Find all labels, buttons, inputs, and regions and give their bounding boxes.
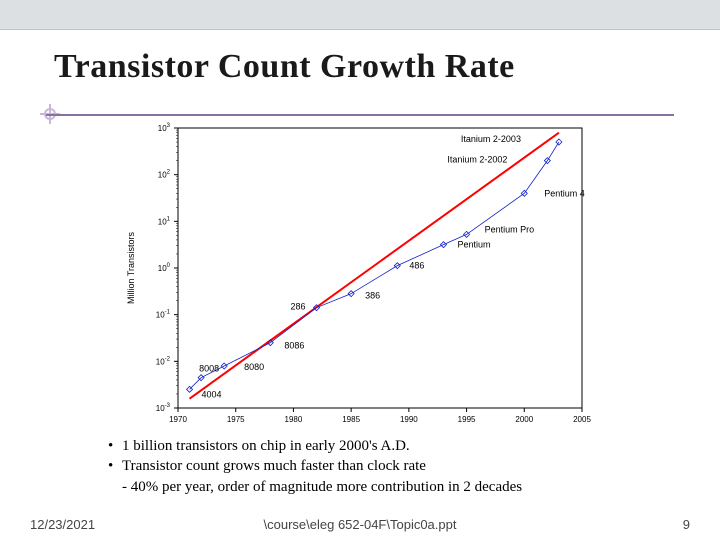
svg-text:8080: 8080: [244, 362, 264, 372]
svg-text:Million Transistors: Million Transistors: [126, 231, 136, 304]
svg-text:486: 486: [409, 261, 424, 271]
footer-path: \course\eleg 652-04F\Topic0a.ppt: [0, 517, 720, 532]
svg-text:102: 102: [158, 170, 171, 180]
svg-text:8086: 8086: [284, 341, 304, 351]
svg-text:2005: 2005: [573, 415, 591, 424]
svg-text:Pentium Pro: Pentium Pro: [485, 224, 535, 234]
svg-text:1990: 1990: [400, 415, 418, 424]
title-underline: [46, 114, 674, 116]
svg-text:10-2: 10-2: [156, 356, 171, 366]
svg-text:Pentium 4: Pentium 4: [544, 188, 585, 198]
svg-text:8008: 8008: [199, 364, 219, 374]
svg-text:1975: 1975: [227, 415, 245, 424]
svg-text:103: 103: [158, 123, 171, 133]
svg-text:1995: 1995: [458, 415, 476, 424]
transistor-chart: 1970 1975 1980 1985 1990 1995 2000 2005 10-3 10-2…: [120, 118, 600, 430]
svg-text:10-1: 10-1: [156, 310, 171, 320]
svg-text:100: 100: [158, 263, 171, 273]
svg-text:Itanium 2-2002: Itanium 2-2002: [447, 155, 507, 165]
svg-text:1970: 1970: [169, 415, 187, 424]
footer-page: 9: [683, 517, 690, 532]
bullet-2: •Transistor count grows much faster than…: [108, 456, 522, 476]
bullet-1: •1 billion transistors on chip in early …: [108, 436, 522, 456]
svg-text:101: 101: [158, 216, 171, 226]
svg-text:Pentium: Pentium: [457, 240, 490, 250]
svg-text:4004: 4004: [202, 389, 222, 399]
bullet-list: •1 billion transistors on chip in early …: [108, 436, 522, 497]
svg-text:286: 286: [291, 302, 306, 312]
svg-text:2000: 2000: [515, 415, 533, 424]
svg-text:1980: 1980: [285, 415, 303, 424]
slide-title: Transistor Count Growth Rate: [0, 30, 720, 86]
bullet-1-text: 1 billion transistors on chip in early 2…: [122, 436, 410, 456]
svg-text:386: 386: [365, 291, 380, 301]
slide-top-bar: [0, 0, 720, 30]
bullet-2-text: Transistor count grows much faster than …: [122, 456, 426, 476]
bullet-2-sub: - 40% per year, order of magnitude more …: [108, 477, 522, 497]
svg-text:Itanium 2-2003: Itanium 2-2003: [461, 134, 521, 144]
svg-text:1985: 1985: [342, 415, 360, 424]
svg-text:10-3: 10-3: [156, 403, 171, 413]
